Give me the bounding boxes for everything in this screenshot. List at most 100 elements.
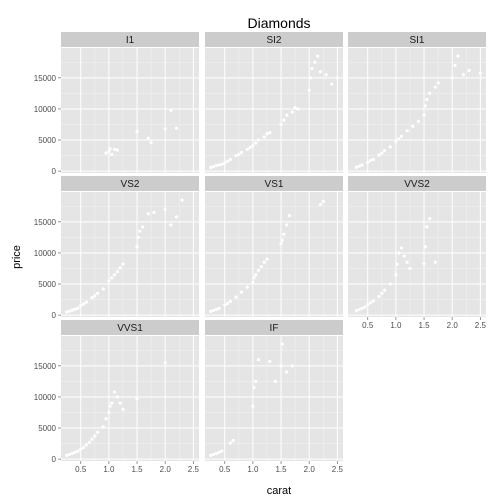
data-point [318,70,323,74]
data-point [280,342,284,346]
data-point [254,273,258,277]
data-point [316,54,320,58]
data-point [163,207,167,212]
facet-strip [205,176,343,191]
x-tick-label: 1.5 [131,465,143,474]
data-point [262,260,266,264]
data-point [279,242,283,246]
data-point [214,451,218,456]
data-point [428,91,432,95]
data-point [217,163,221,167]
data-point [307,88,311,92]
x-tick-label: 1.5 [275,465,287,474]
y-tick-label: 0 [52,455,57,464]
data-point [256,358,261,362]
facet-strip [348,32,486,47]
data-point [395,262,399,266]
data-point [324,73,328,77]
data-point [115,148,119,152]
data-point [112,273,117,277]
data-point [405,260,409,264]
y-axis-title: price [11,245,23,269]
facet-strip-label: VS2 [121,179,140,190]
data-point [416,119,421,123]
data-point [135,397,139,401]
data-point [265,132,269,136]
data-point [397,137,401,141]
data-point [262,135,266,139]
facet-strip [205,32,343,47]
data-point [357,164,361,168]
data-point [108,404,112,408]
data-point [101,425,105,429]
data-point [259,265,263,269]
facet-panel-background [61,336,199,461]
data-point [180,198,184,202]
y-tick-label: 5000 [38,136,56,145]
data-point [211,452,216,457]
data-point [141,225,145,229]
y-tick-label: 15000 [34,74,57,83]
data-point [402,254,406,258]
x-tick-label: 2.5 [475,321,487,330]
data-point [79,447,83,451]
data-point [394,273,398,277]
data-point [252,276,256,280]
data-point [256,268,261,272]
data-point [67,309,72,313]
data-point [280,238,284,243]
data-point [240,290,244,294]
data-point [209,453,213,458]
facet-vs2: VS2 0 5000 10000 15000 [34,176,199,320]
data-point [313,60,317,64]
y-tick-label: 0 [52,311,57,320]
data-point [411,124,415,128]
x-tick-label: 1.5 [418,321,430,330]
data-point [163,361,167,365]
data-point [433,85,437,89]
data-point [209,309,213,314]
data-point [335,76,339,80]
x-tick-label: 1.0 [390,321,402,330]
data-point [254,379,258,383]
chart-title: Diamonds [247,15,310,31]
y-tick-label: 5000 [38,424,56,433]
data-point [380,151,384,155]
facet-i1: I1 0 5000 10000 15000 [34,32,199,176]
data-point [79,304,83,308]
facet-vvs2: VVS2 0.5 1.0 1.5 2.0 2.5 [348,176,486,330]
data-point [366,160,370,165]
data-point [268,130,272,135]
data-point [73,307,77,311]
data-point [76,449,80,453]
data-point [225,301,230,305]
data-point [422,113,426,117]
data-point [234,153,238,158]
x-tick-label: 1.0 [103,465,115,474]
data-point [73,450,77,454]
data-point [169,223,173,227]
y-tick-label: 10000 [34,249,57,258]
facets-layer: I1 0 5000 10000 15000 SI2 SI1 VS2 0 5000 10000 1500… [34,32,486,474]
data-point [121,407,125,411]
data-point [251,280,255,284]
data-point [112,147,117,151]
facet-vs1: VS1 [205,176,343,317]
data-point [115,270,119,274]
data-point [248,145,252,150]
data-point [220,449,224,453]
x-tick-label: 0.5 [75,465,87,474]
data-point [371,157,375,161]
facet-panel-background [348,192,486,317]
data-point [136,235,140,239]
data-point [436,81,440,85]
data-point [282,118,286,122]
data-point [65,453,69,458]
data-point [223,303,227,307]
facet-panel-background [205,336,343,461]
data-point [399,134,404,138]
data-point [169,108,173,112]
data-point [67,452,72,457]
data-point [321,199,325,203]
